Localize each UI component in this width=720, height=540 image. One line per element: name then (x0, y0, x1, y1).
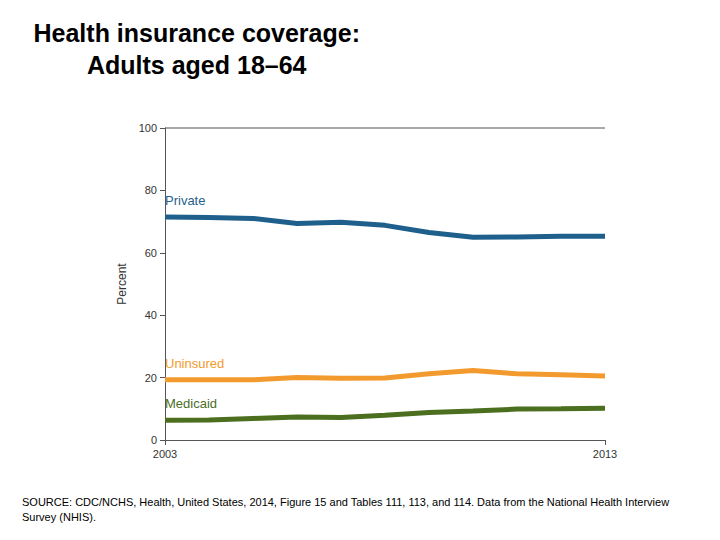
svg-text:Survey (NHIS).: Survey (NHIS). (22, 511, 96, 523)
svg-text:100: 100 (139, 122, 157, 134)
svg-text:40: 40 (145, 309, 157, 321)
svg-text:60: 60 (145, 247, 157, 259)
svg-text:80: 80 (145, 184, 157, 196)
svg-text:2003: 2003 (153, 448, 177, 460)
svg-text:Uninsured: Uninsured (165, 356, 224, 371)
svg-text:20: 20 (145, 372, 157, 384)
svg-text:Health insurance coverage:: Health insurance coverage: (33, 19, 360, 47)
svg-text:2013: 2013 (593, 448, 617, 460)
svg-text:Percent: Percent (115, 263, 129, 305)
svg-text:0: 0 (151, 434, 157, 446)
svg-text:SOURCE: CDC/NCHS, Health, Unit: SOURCE: CDC/NCHS, Health, United States,… (22, 496, 672, 508)
svg-text:Adults aged 18–64: Adults aged 18–64 (87, 51, 307, 79)
svg-text:Medicaid: Medicaid (165, 396, 217, 411)
svg-text:Private: Private (165, 193, 205, 208)
